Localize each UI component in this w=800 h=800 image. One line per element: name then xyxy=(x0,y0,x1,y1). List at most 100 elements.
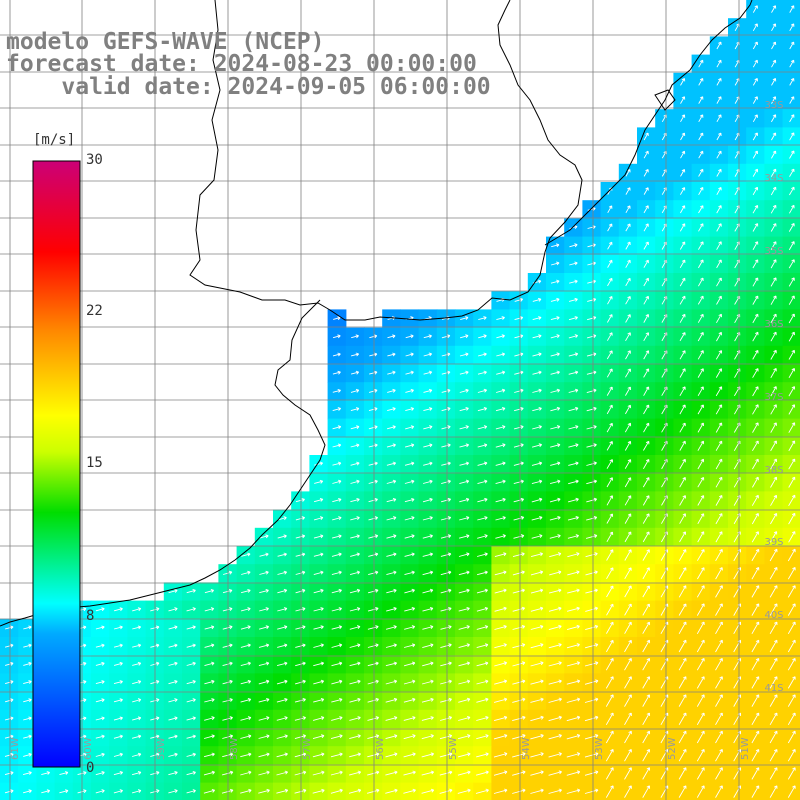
wind-arrow xyxy=(769,749,778,762)
wind-arrow xyxy=(680,78,686,86)
wind-arrow xyxy=(457,770,471,776)
wind-arrow xyxy=(313,516,324,521)
wind-arrow xyxy=(349,607,361,612)
wind-arrow xyxy=(770,186,777,196)
wind-arrow xyxy=(349,625,361,630)
wind-arrow xyxy=(403,643,416,648)
wind-arrow xyxy=(679,259,686,269)
wind-arrow xyxy=(568,461,579,466)
latitude-label: 38S xyxy=(764,465,783,476)
wind-arrow xyxy=(624,567,632,580)
wind-arrow xyxy=(387,352,396,357)
wind-arrow xyxy=(313,588,324,594)
wind-arrow xyxy=(751,585,760,598)
wind-arrow xyxy=(697,368,704,378)
wind-arrow xyxy=(643,404,650,415)
wind-arrow xyxy=(277,516,287,521)
wind-arrow xyxy=(422,534,433,539)
wind-arrow xyxy=(494,552,507,558)
wind-arrow xyxy=(642,495,650,506)
wind-arrow xyxy=(350,534,360,539)
wind-arrow xyxy=(584,679,599,685)
wind-arrow xyxy=(642,621,651,634)
wind-arrow xyxy=(752,386,759,397)
wind-arrow xyxy=(493,752,508,758)
wind-arrow xyxy=(349,734,361,740)
wind-arrow xyxy=(404,516,415,521)
wind-arrow xyxy=(493,734,508,740)
wind-arrow xyxy=(643,223,649,232)
wind-arrow xyxy=(295,661,306,667)
wind-arrow xyxy=(113,770,124,776)
wind-arrow xyxy=(696,603,705,616)
wind-arrow xyxy=(422,625,434,630)
wind-arrow xyxy=(549,479,561,485)
wind-arrow xyxy=(386,516,397,521)
wind-arrow xyxy=(439,715,453,721)
wind-arrow xyxy=(566,661,581,667)
wind-arrow xyxy=(715,603,723,616)
wind-arrow xyxy=(457,734,471,740)
wind-arrow xyxy=(586,352,597,357)
wind-arrow xyxy=(716,223,722,232)
wind-arrow xyxy=(680,169,686,177)
longitude-label: 53W xyxy=(594,737,605,760)
wind-arrow xyxy=(752,368,759,378)
wind-arrow xyxy=(422,570,434,576)
wind-arrow xyxy=(642,567,650,580)
wind-arrow xyxy=(752,96,758,104)
wind-arrow xyxy=(566,715,581,722)
wind-arrow xyxy=(459,406,469,412)
wind-arrow xyxy=(421,788,435,794)
wind-arrow xyxy=(496,334,505,339)
wind-arrow xyxy=(716,241,722,250)
wind-arrow xyxy=(568,334,579,339)
wind-arrow xyxy=(624,422,632,433)
wind-arrow xyxy=(314,479,324,484)
wind-arrow xyxy=(276,788,289,794)
wind-arrow xyxy=(584,733,599,740)
wind-arrow xyxy=(440,679,452,685)
wind-arrow xyxy=(788,458,796,470)
wind-arrow xyxy=(333,316,341,321)
wind-arrow xyxy=(332,407,342,412)
wind-arrow xyxy=(549,570,562,576)
wind-arrow xyxy=(788,241,795,251)
wind-arrow xyxy=(715,476,723,488)
wind-arrow xyxy=(789,114,795,123)
wind-arrow xyxy=(643,386,650,396)
wind-arrow xyxy=(678,712,687,726)
wind-arrow xyxy=(313,679,325,685)
wind-arrow xyxy=(607,296,613,305)
wind-arrow xyxy=(550,461,561,466)
wind-arrow xyxy=(331,661,343,667)
wind-arrow xyxy=(405,352,414,357)
wind-arrow xyxy=(477,497,488,503)
wind-arrow xyxy=(568,443,579,448)
wind-arrow xyxy=(367,606,379,612)
wind-arrow xyxy=(441,443,451,448)
wind-arrow xyxy=(4,771,14,776)
wind-arrow xyxy=(476,552,488,557)
wind-arrow xyxy=(332,334,341,339)
wind-arrow xyxy=(186,679,196,685)
longitude-label: 57W xyxy=(302,737,313,760)
wind-arrow xyxy=(586,315,597,321)
wind-arrow xyxy=(113,789,124,794)
wind-arrow xyxy=(168,679,178,685)
wind-arrow xyxy=(530,715,544,722)
wind-arrow xyxy=(770,313,777,324)
wind-arrow xyxy=(258,752,270,758)
wind-arrow xyxy=(222,607,233,612)
wind-arrow xyxy=(606,513,614,524)
wind-arrow xyxy=(423,407,433,412)
latitude-label: 37S xyxy=(764,392,783,403)
wind-arrow xyxy=(385,716,398,721)
wind-arrow xyxy=(788,349,795,360)
wind-arrow xyxy=(752,404,759,415)
wind-arrow xyxy=(294,770,307,776)
wind-arrow xyxy=(715,567,723,580)
wind-arrow xyxy=(368,570,379,576)
wind-arrow xyxy=(679,404,686,415)
